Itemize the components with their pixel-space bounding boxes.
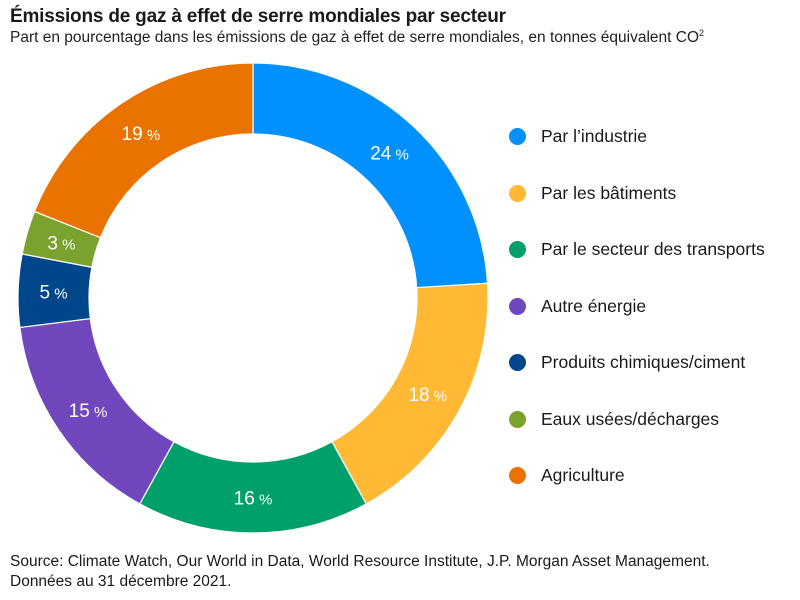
legend-dot-icon <box>509 467 526 484</box>
subtitle-text: Part en pourcentage dans les émissions d… <box>10 29 700 46</box>
legend-label: Par l’industrie <box>541 126 648 146</box>
legend-item: Agriculture <box>509 465 625 486</box>
legend-item: Produits chimiques/ciment <box>509 352 745 373</box>
donut-slice <box>252 62 489 289</box>
legend-label: Eaux usées/décharges <box>541 408 720 429</box>
legend-label: Agriculture <box>541 465 625 485</box>
chart-title: Émissions de gaz à effet de serre mondia… <box>10 6 506 27</box>
legend-item: Par les bâtiments <box>509 183 676 204</box>
slice-label: 24 % <box>370 144 409 165</box>
slice-label: 16 % <box>234 489 273 510</box>
legend-dot-icon <box>509 128 526 145</box>
subtitle-superscript: 2 <box>699 27 705 38</box>
legend-dot-icon <box>509 410 526 428</box>
donut-chart: 24 % 18 % 16 % 15 % 5 % 3 % 19 % <box>17 62 489 534</box>
legend-label: Par le secteur des transports <box>541 239 765 259</box>
donut-slice <box>138 440 368 534</box>
source-note: Source: Climate Watch, Our World in Data… <box>10 552 710 592</box>
slice-label: 3 % <box>47 233 75 254</box>
legend-label: Produits chimiques/ciment <box>541 352 746 372</box>
slice-label: 5 % <box>40 283 68 304</box>
legend-item: Autre énergie <box>509 296 646 317</box>
chart-subtitle: Part en pourcentage dans les émissions d… <box>10 27 705 47</box>
donut-slice <box>33 62 254 239</box>
slice-label: 18 % <box>408 385 447 406</box>
legend-item: Par le secteur des transports <box>509 239 765 260</box>
legend-dot-icon <box>509 241 526 258</box>
legend-label: Autre énergie <box>541 295 647 316</box>
legend-dot-icon <box>509 354 526 371</box>
legend-item: Eaux usées/décharges <box>509 409 719 430</box>
data-date: Données au 31 décembre 2021. <box>10 573 232 590</box>
slice-label: 19 % <box>122 124 161 145</box>
legend-dot-icon <box>509 297 526 315</box>
source-text: Source: Climate Watch, Our World in Data… <box>10 553 710 570</box>
legend-label: Par les bâtiments <box>541 182 677 203</box>
legend-dot-icon <box>509 184 526 202</box>
legend-item: Par l’industrie <box>509 126 647 147</box>
slice-label: 15 % <box>69 401 108 422</box>
